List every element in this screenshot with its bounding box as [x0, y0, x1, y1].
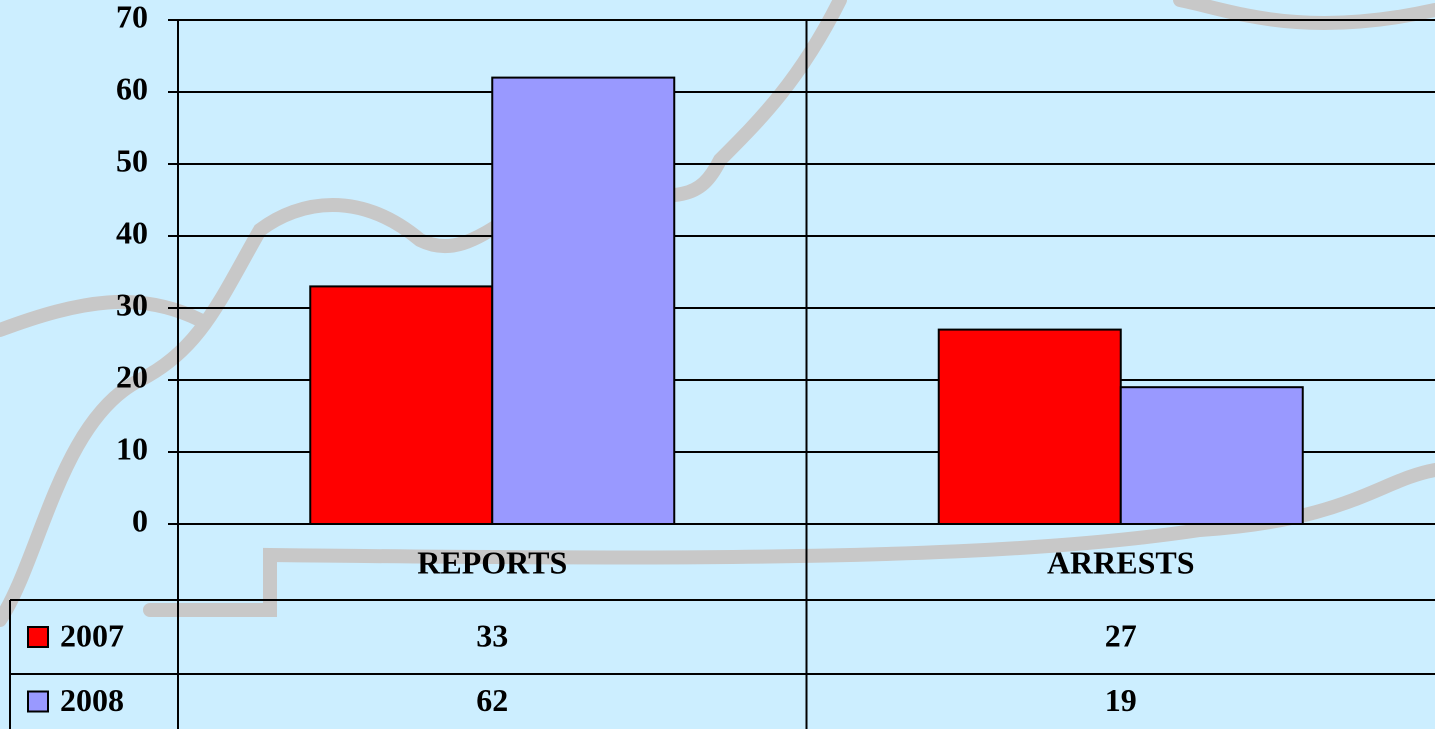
y-tick-label: 10 [116, 430, 148, 466]
table-value: 27 [1105, 617, 1137, 653]
y-tick-label: 60 [116, 70, 148, 106]
x-tick-label: REPORTS [417, 544, 567, 580]
y-tick-label: 50 [116, 142, 148, 178]
table-value: 19 [1105, 682, 1137, 718]
y-tick-label: 0 [132, 502, 148, 538]
table-value: 62 [476, 682, 508, 718]
legend-swatch [27, 626, 49, 648]
legend-label: 2007 [60, 617, 124, 653]
bar [937, 328, 1122, 525]
x-tick-label: ARRESTS [1047, 544, 1195, 580]
y-tick-label: 70 [116, 0, 148, 34]
bar [309, 285, 494, 525]
y-tick-label: 20 [116, 358, 148, 394]
bar [491, 76, 676, 525]
table-value: 33 [476, 617, 508, 653]
legend-label: 2008 [60, 682, 124, 718]
bar [1119, 386, 1304, 526]
y-tick-label: 30 [116, 286, 148, 322]
y-tick-label: 40 [116, 214, 148, 250]
legend-swatch [27, 690, 49, 713]
